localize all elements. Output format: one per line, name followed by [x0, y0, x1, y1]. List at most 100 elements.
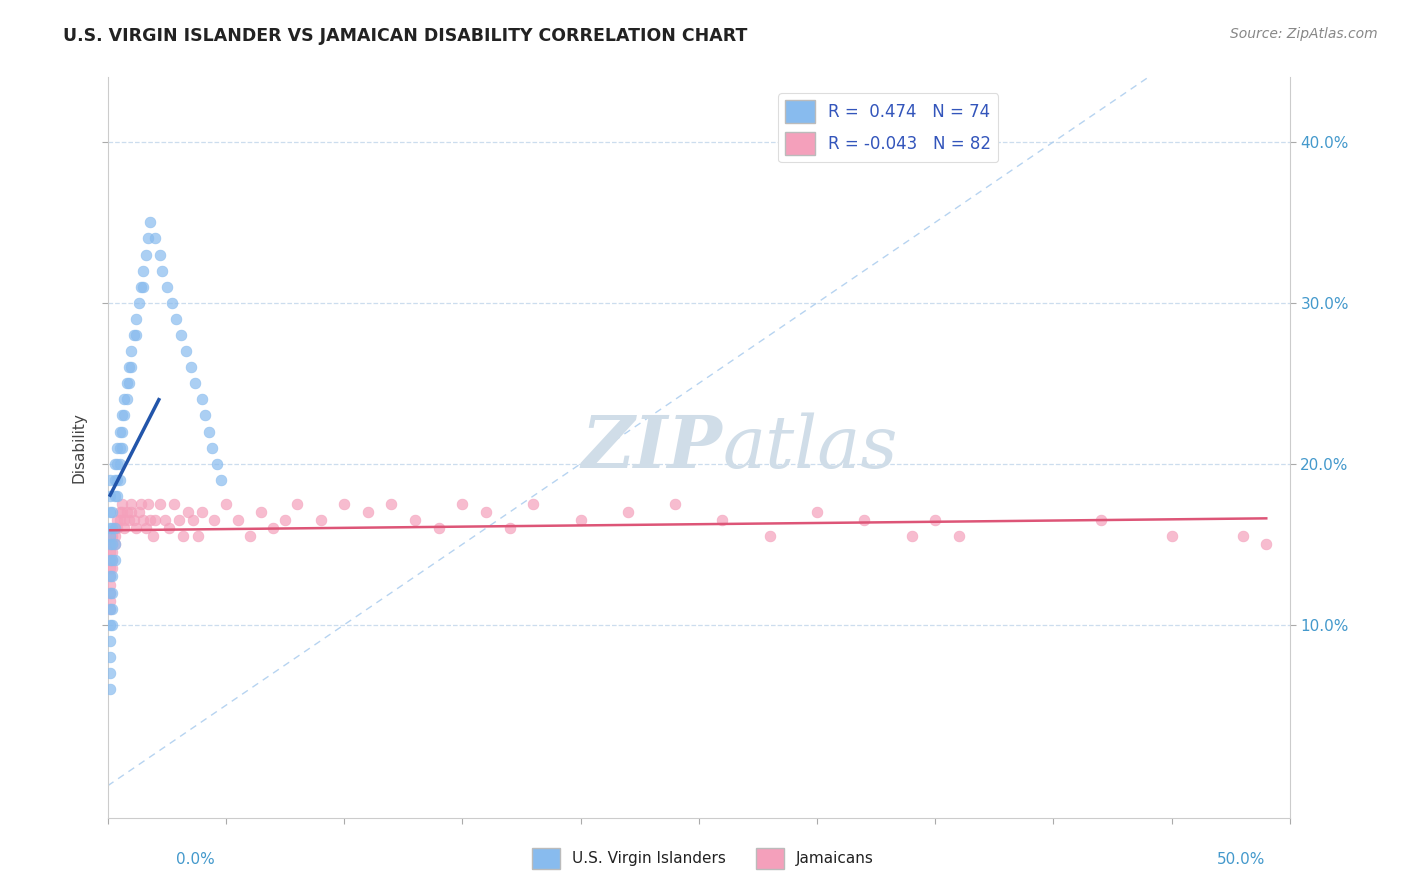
Point — [184, 376, 207, 391]
Point — [174, 344, 197, 359]
Point — [522, 497, 544, 511]
Point — [101, 545, 124, 559]
Point — [98, 601, 121, 615]
Point — [128, 295, 150, 310]
Point — [924, 513, 946, 527]
Point — [167, 513, 190, 527]
Point — [156, 279, 179, 293]
Point — [108, 473, 131, 487]
Point — [108, 441, 131, 455]
Point — [98, 585, 121, 599]
Point — [104, 473, 127, 487]
Text: Source: ZipAtlas.com: Source: ZipAtlas.com — [1230, 27, 1378, 41]
Point — [112, 521, 135, 535]
Point — [104, 529, 127, 543]
Point — [129, 279, 152, 293]
Point — [101, 537, 124, 551]
Point — [108, 425, 131, 439]
Point — [309, 513, 332, 527]
Point — [181, 513, 204, 527]
Point — [98, 529, 121, 543]
Point — [120, 505, 142, 519]
Point — [172, 529, 194, 543]
Point — [285, 497, 308, 511]
Point — [163, 497, 186, 511]
Point — [333, 497, 356, 511]
Point — [150, 263, 173, 277]
Point — [98, 521, 121, 535]
Point — [120, 344, 142, 359]
Point — [98, 505, 121, 519]
Point — [105, 473, 128, 487]
Point — [157, 521, 180, 535]
Point — [98, 537, 121, 551]
Point — [1090, 513, 1112, 527]
Point — [98, 577, 121, 591]
Point — [112, 392, 135, 407]
Point — [132, 513, 155, 527]
Point — [98, 489, 121, 503]
Point — [105, 457, 128, 471]
Point — [120, 360, 142, 375]
Point — [104, 457, 127, 471]
Point — [170, 328, 193, 343]
Point — [101, 601, 124, 615]
Point — [98, 545, 121, 559]
Point — [664, 497, 686, 511]
Legend: R =  0.474   N = 74, R = -0.043   N = 82: R = 0.474 N = 74, R = -0.043 N = 82 — [778, 93, 998, 162]
Point — [136, 231, 159, 245]
Point — [202, 513, 225, 527]
Point — [98, 633, 121, 648]
Point — [120, 497, 142, 511]
Point — [149, 497, 172, 511]
Point — [98, 529, 121, 543]
Point — [104, 521, 127, 535]
Point — [177, 505, 200, 519]
Point — [135, 247, 157, 261]
Point — [900, 529, 922, 543]
Point — [250, 505, 273, 519]
Point — [132, 279, 155, 293]
Point — [108, 457, 131, 471]
Point — [853, 513, 876, 527]
Text: atlas: atlas — [723, 412, 898, 483]
Point — [239, 529, 262, 543]
Point — [143, 513, 166, 527]
Point — [98, 601, 121, 615]
Point — [215, 497, 238, 511]
Point — [160, 295, 183, 310]
Point — [101, 521, 124, 535]
Point — [118, 513, 141, 527]
Point — [191, 505, 214, 519]
Text: ZIP: ZIP — [582, 412, 723, 483]
Point — [198, 425, 221, 439]
Point — [115, 392, 138, 407]
Point — [98, 593, 121, 607]
Point — [209, 473, 232, 487]
Point — [98, 553, 121, 567]
Point — [104, 537, 127, 551]
Point — [98, 561, 121, 575]
Point — [105, 521, 128, 535]
Point — [98, 666, 121, 681]
Point — [262, 521, 284, 535]
Point — [101, 561, 124, 575]
Point — [104, 489, 127, 503]
Point — [205, 457, 228, 471]
Point — [122, 328, 145, 343]
Point — [101, 529, 124, 543]
Point — [135, 521, 157, 535]
Point — [1232, 529, 1254, 543]
Point — [115, 505, 138, 519]
Point — [191, 392, 214, 407]
Point — [427, 521, 450, 535]
Point — [101, 617, 124, 632]
Point — [165, 312, 187, 326]
Point — [711, 513, 734, 527]
Point — [108, 505, 131, 519]
Point — [180, 360, 202, 375]
Point — [128, 505, 150, 519]
Point — [948, 529, 970, 543]
Point — [125, 521, 148, 535]
Point — [499, 521, 522, 535]
